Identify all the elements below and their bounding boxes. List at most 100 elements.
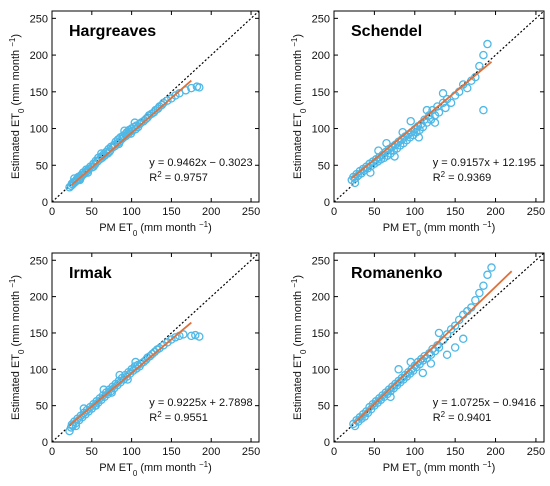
x-tick-label: 100 <box>406 206 424 218</box>
data-point <box>483 39 492 49</box>
data-point <box>475 61 484 71</box>
x-tick-label: 100 <box>122 446 140 458</box>
data-point <box>148 349 157 359</box>
fit-line <box>71 79 192 186</box>
fit-line <box>353 270 513 424</box>
x-tick-label: 150 <box>446 446 464 458</box>
data-point <box>83 168 93 177</box>
x-tick-label: 200 <box>202 446 220 458</box>
data-point <box>195 332 204 341</box>
data-point <box>471 72 480 82</box>
y-tick-label: 150 <box>312 87 330 99</box>
data-point <box>418 368 428 378</box>
panel-title: Hargreaves <box>69 23 156 40</box>
fit-line <box>68 321 192 426</box>
x-tick-label: 150 <box>446 206 464 218</box>
data-point <box>441 103 450 113</box>
panel-romanenko: 00 50 50 100 100 150 150 200 200 250 250 PM ET0 (mm… <box>290 252 545 478</box>
r-squared: R2 = 0.9551 <box>149 410 208 425</box>
identity-line <box>334 253 544 442</box>
data-point <box>414 133 424 142</box>
data-point <box>471 295 480 305</box>
data-point <box>434 343 444 352</box>
data-point <box>366 168 375 177</box>
data-point <box>479 105 488 115</box>
x-tick-label: 50 <box>368 446 380 458</box>
x-tick-label: 250 <box>242 446 260 458</box>
data-point <box>105 147 114 157</box>
data-point <box>115 370 124 380</box>
x-axis-label: PM ET0 (mm month −1) <box>383 460 496 478</box>
fit-line <box>351 61 493 179</box>
data-point <box>114 139 124 149</box>
data-point <box>390 152 399 161</box>
x-axis-label: PM ET0 (mm month −1) <box>99 220 212 238</box>
data-point <box>97 149 106 158</box>
data-point <box>434 328 444 338</box>
data-layer <box>52 253 259 442</box>
y-tick-label: 100 <box>312 364 330 376</box>
y-tick-label: 0 <box>42 437 48 449</box>
x-tick-label: 250 <box>242 206 260 218</box>
y-tick-label: 200 <box>30 292 48 304</box>
data-point <box>458 334 468 344</box>
y-axis-label: Estimated ET0 (mm month −1) <box>8 34 26 179</box>
data-point <box>130 118 140 127</box>
data-point <box>406 357 415 367</box>
data-point <box>99 385 109 394</box>
data-point <box>442 330 452 339</box>
data-point <box>187 331 196 341</box>
y-tick-label: 150 <box>312 328 330 340</box>
x-tick-label: 200 <box>486 446 504 458</box>
y-axis-label: Estimated ET0 (mm month −1) <box>290 34 308 179</box>
data-point <box>386 392 395 402</box>
x-tick-label: 150 <box>162 446 180 458</box>
y-tick-label: 0 <box>324 197 330 209</box>
y-tick-label: 50 <box>318 401 330 413</box>
data-point <box>71 421 81 431</box>
y-tick-label: 100 <box>312 124 330 136</box>
r-squared: R2 = 0.9369 <box>433 170 492 185</box>
data-point <box>422 105 432 115</box>
x-tick-label: 50 <box>86 446 98 458</box>
y-tick-label: 50 <box>318 160 330 172</box>
data-point <box>195 83 204 92</box>
y-tick-label: 0 <box>42 197 48 209</box>
data-point <box>89 162 98 171</box>
panel-title: Irmak <box>69 265 112 282</box>
data-point <box>374 146 383 155</box>
x-tick-label: 200 <box>486 206 504 218</box>
data-point <box>426 359 436 368</box>
y-tick-label: 200 <box>312 50 330 62</box>
panel-title: Schendel <box>351 23 422 40</box>
data-point <box>382 138 391 148</box>
x-axis-label: PM ET0 (mm month −1) <box>383 220 496 238</box>
regression-equation: y = 1.0725x − 0.9416 <box>433 397 536 409</box>
data-point <box>479 50 488 60</box>
data-point <box>179 330 188 339</box>
data-point <box>442 350 452 360</box>
y-tick-label: 200 <box>312 292 330 304</box>
y-axis-label: Estimated ET0 (mm month −1) <box>290 275 308 420</box>
data-point <box>181 86 191 95</box>
r-squared: R2 = 0.9401 <box>433 410 492 425</box>
data-point <box>191 330 200 340</box>
data-point <box>434 108 444 117</box>
regression-equation: y = 0.9462x − 0.3023 <box>149 157 252 169</box>
x-tick-label: 200 <box>202 206 220 218</box>
data-point <box>450 321 460 330</box>
data-point <box>475 288 484 298</box>
x-tick-label: 0 <box>331 206 337 218</box>
data-point <box>187 83 196 93</box>
regression-equation: y = 0.9225x + 2.7898 <box>149 397 252 409</box>
x-tick-label: 50 <box>368 206 380 218</box>
y-tick-label: 100 <box>30 364 48 376</box>
regression-equation: y = 0.9157x + 12.195 <box>433 157 536 169</box>
data-layer <box>52 11 259 202</box>
x-axis-label: PM ET0 (mm month −1) <box>99 460 212 478</box>
x-tick-label: 250 <box>527 206 545 218</box>
y-tick-label: 0 <box>324 437 330 449</box>
panel-title: Romanenko <box>351 265 443 282</box>
data-point <box>463 83 472 93</box>
